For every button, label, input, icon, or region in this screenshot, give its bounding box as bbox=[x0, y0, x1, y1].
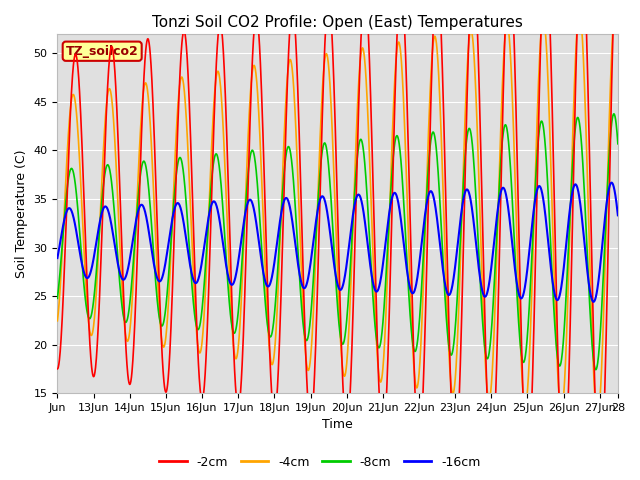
Legend: -2cm, -4cm, -8cm, -16cm: -2cm, -4cm, -8cm, -16cm bbox=[154, 451, 486, 474]
Text: TZ_soilco2: TZ_soilco2 bbox=[66, 45, 138, 58]
Title: Tonzi Soil CO2 Profile: Open (East) Temperatures: Tonzi Soil CO2 Profile: Open (East) Temp… bbox=[152, 15, 523, 30]
Y-axis label: Soil Temperature (C): Soil Temperature (C) bbox=[15, 149, 28, 278]
X-axis label: Time: Time bbox=[323, 419, 353, 432]
